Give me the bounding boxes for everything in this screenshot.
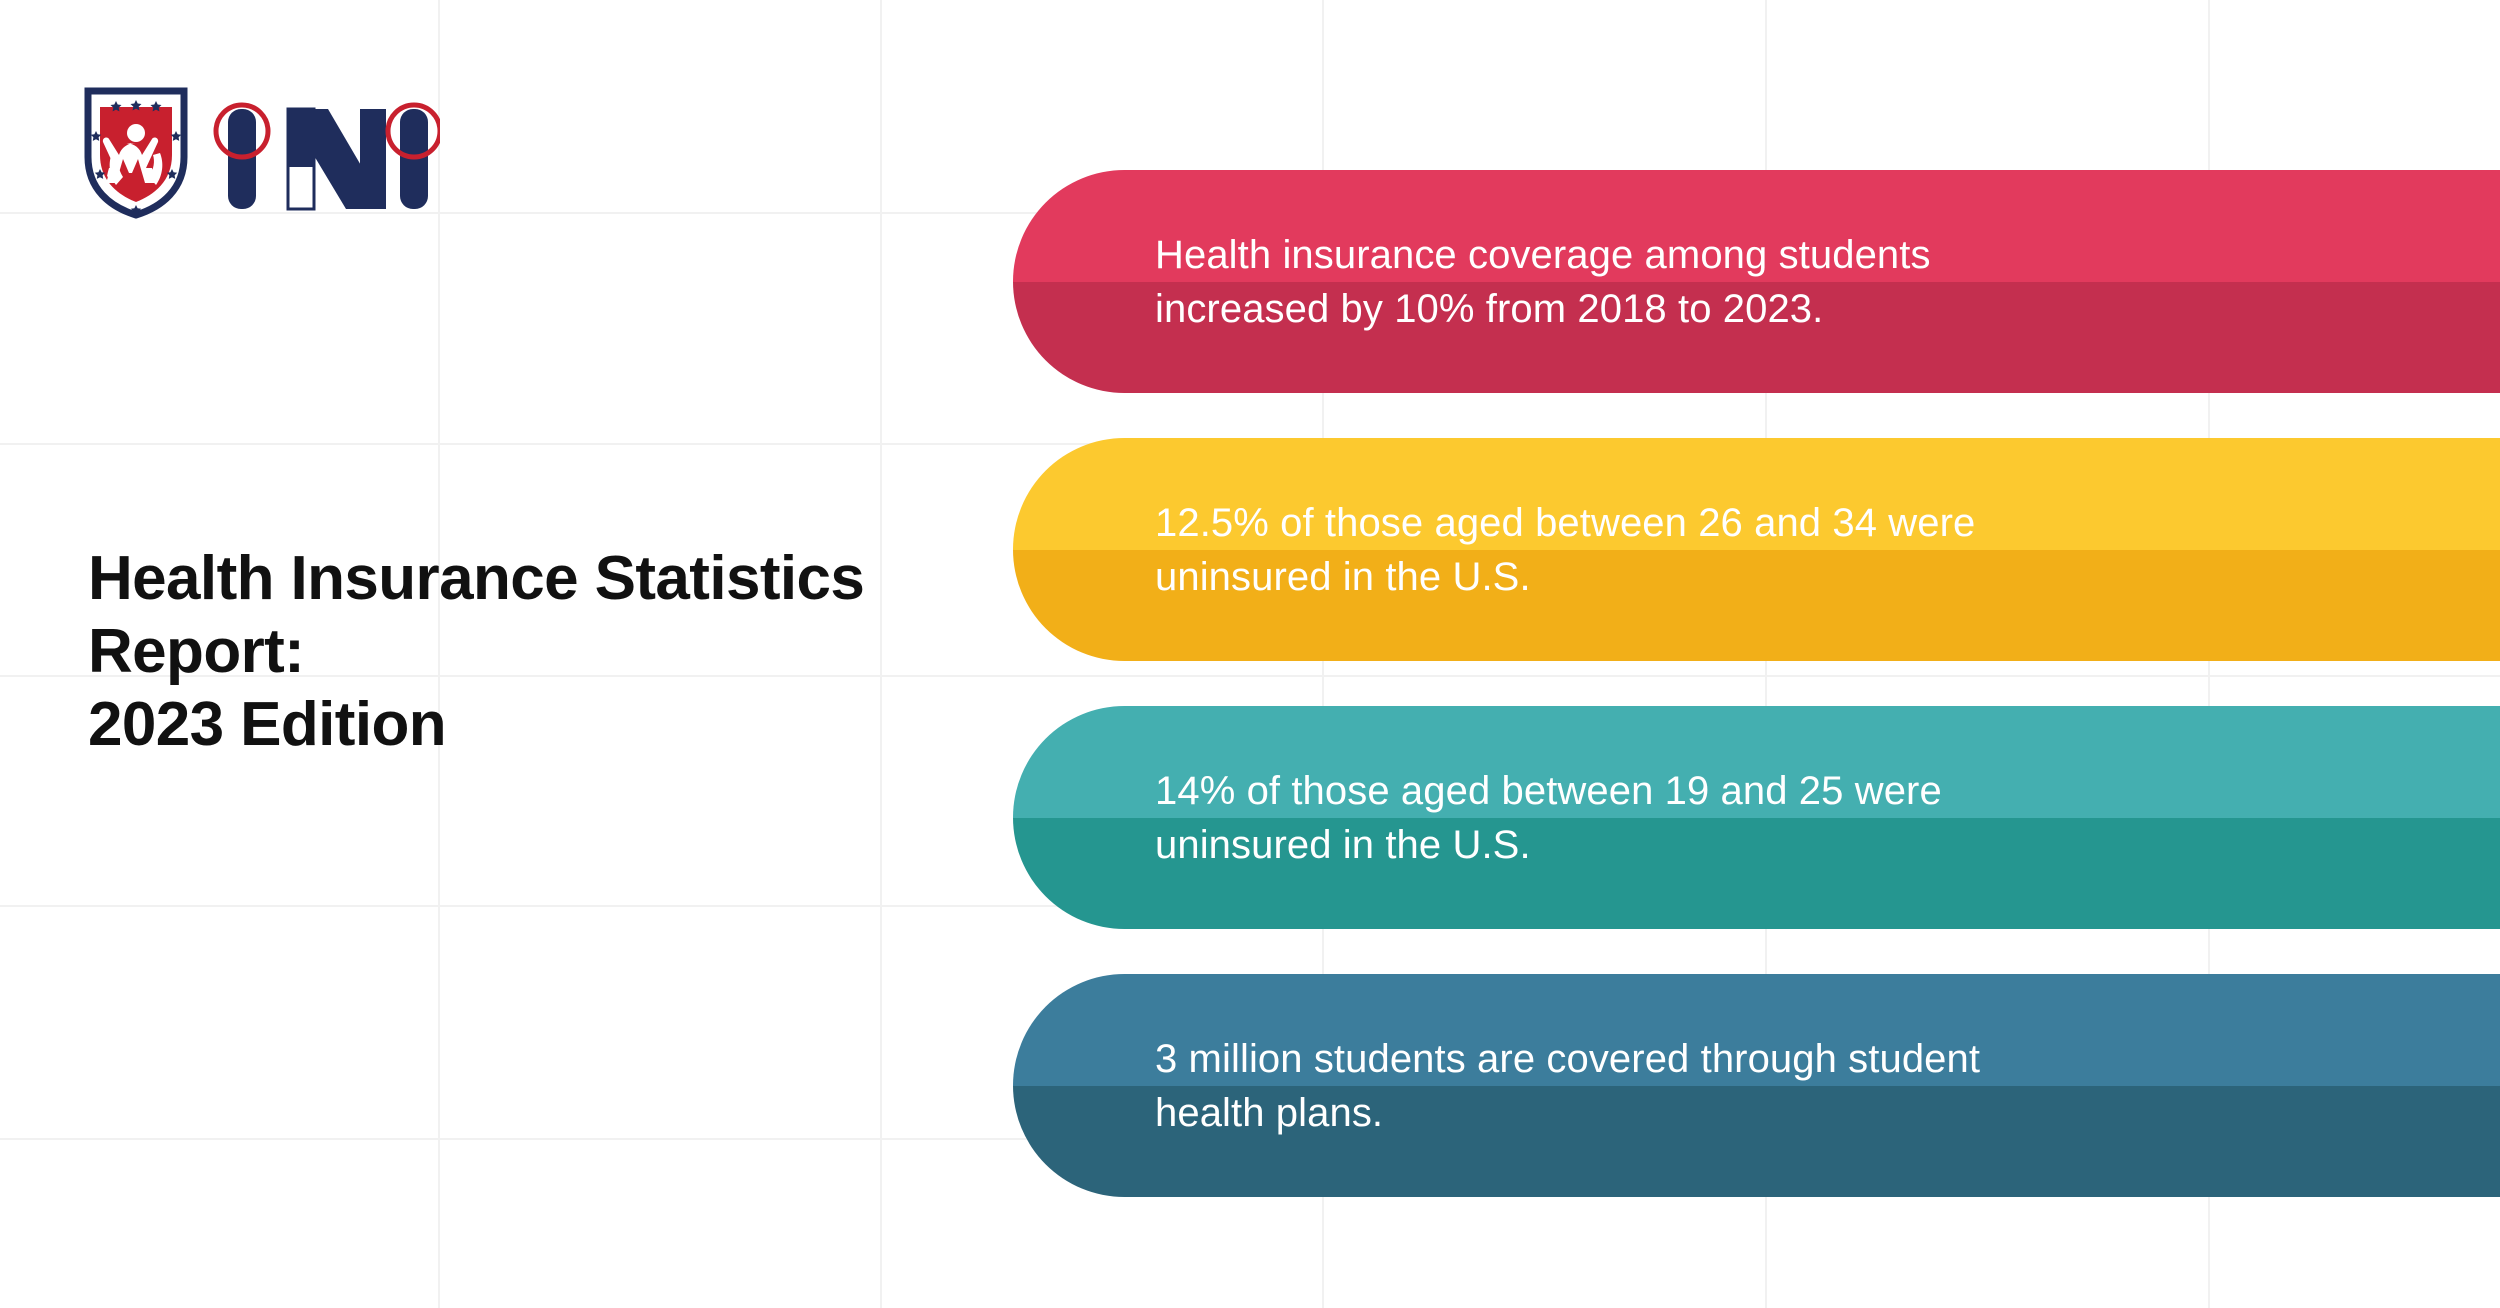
ini-wordmark-icon (213, 102, 440, 211)
stat-bar-fill-top (1013, 706, 2500, 818)
stat-bar-fill-bottom (1013, 1085, 2500, 1197)
stat-bar-text: Health insurance coverage among students… (1155, 232, 1931, 331)
stat-bar-fill-top (1013, 438, 2500, 550)
stat-bar-text: 12.5% of those aged between 26 and 34 we… (1155, 500, 1976, 599)
stat-bar-fill-bottom (1013, 817, 2500, 929)
stat-bar-crimson[interactable]: Health insurance coverage among students… (1013, 170, 2500, 393)
brand-logo[interactable] (84, 87, 440, 219)
stat-bar-text: 3 million students are covered through s… (1155, 1036, 1981, 1135)
stat-bar-teal[interactable]: 14% of those aged between 19 and 25 were… (1013, 706, 2500, 929)
stat-bar-fill-bottom (1013, 281, 2500, 393)
stat-bar-list: Health insurance coverage among students… (1013, 170, 2500, 1242)
stat-bar-fill-top (1013, 170, 2500, 282)
stat-bar-amber[interactable]: 12.5% of those aged between 26 and 34 we… (1013, 438, 2500, 661)
shield-emblem-icon (84, 87, 188, 219)
stat-bar-fill-top (1013, 974, 2500, 1086)
stat-bar-fill-bottom (1013, 549, 2500, 661)
stat-bar-steel-blue[interactable]: 3 million students are covered through s… (1013, 974, 2500, 1197)
stat-bar-text: 14% of those aged between 19 and 25 were… (1155, 768, 1942, 867)
page-title: Health Insurance Statistics Report: 2023… (88, 543, 865, 759)
